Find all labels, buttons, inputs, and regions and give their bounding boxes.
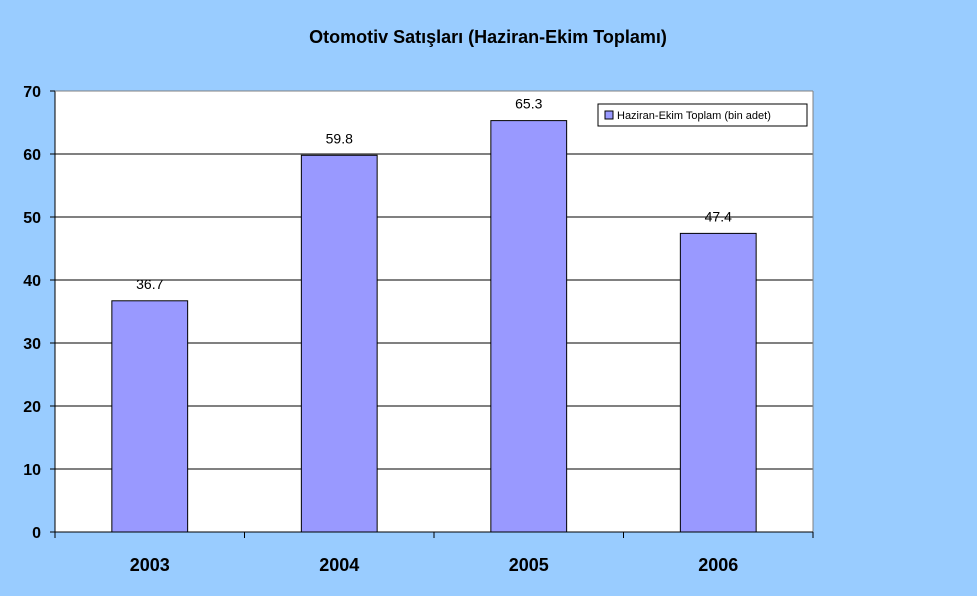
chart-title: Otomotiv Satışları (Haziran-Ekim Toplamı… (309, 27, 667, 47)
data-label: 47.4 (705, 208, 732, 224)
bar-2003 (111, 300, 189, 533)
legend-box (597, 103, 808, 127)
y-tick-label: 10 (23, 462, 41, 479)
legend-label: Haziran-Ekim Toplam (bin adet) (617, 110, 771, 122)
bar-2004 (300, 154, 378, 533)
y-tick-label: 50 (23, 210, 41, 227)
x-tick-label: 2004 (319, 555, 359, 575)
data-label: 65.3 (515, 96, 542, 112)
x-tick-label: 2006 (698, 555, 738, 575)
data-label: 59.8 (326, 130, 353, 146)
x-tick-label: 2003 (130, 555, 170, 575)
data-labels: 36.7 59.8 65.3 47.4 (136, 96, 732, 292)
bar-series (111, 120, 757, 533)
legend: Haziran-Ekim Toplam (bin adet) (597, 103, 808, 127)
legend-swatch (604, 110, 614, 120)
bar-2006 (679, 232, 757, 533)
y-tick-label: 20 (23, 399, 41, 416)
data-label: 36.7 (136, 276, 163, 292)
y-tick-label: 60 (23, 147, 41, 164)
bar-2005 (490, 120, 568, 533)
y-tick-label: 40 (23, 273, 41, 290)
y-tick-label: 0 (32, 525, 41, 542)
x-tick-label: 2005 (509, 555, 549, 575)
y-tick-label: 30 (23, 336, 41, 353)
y-tick-label: 70 (23, 84, 41, 101)
axes: 0 10 20 30 40 50 60 70 2003 2004 2005 2006 (23, 84, 814, 575)
